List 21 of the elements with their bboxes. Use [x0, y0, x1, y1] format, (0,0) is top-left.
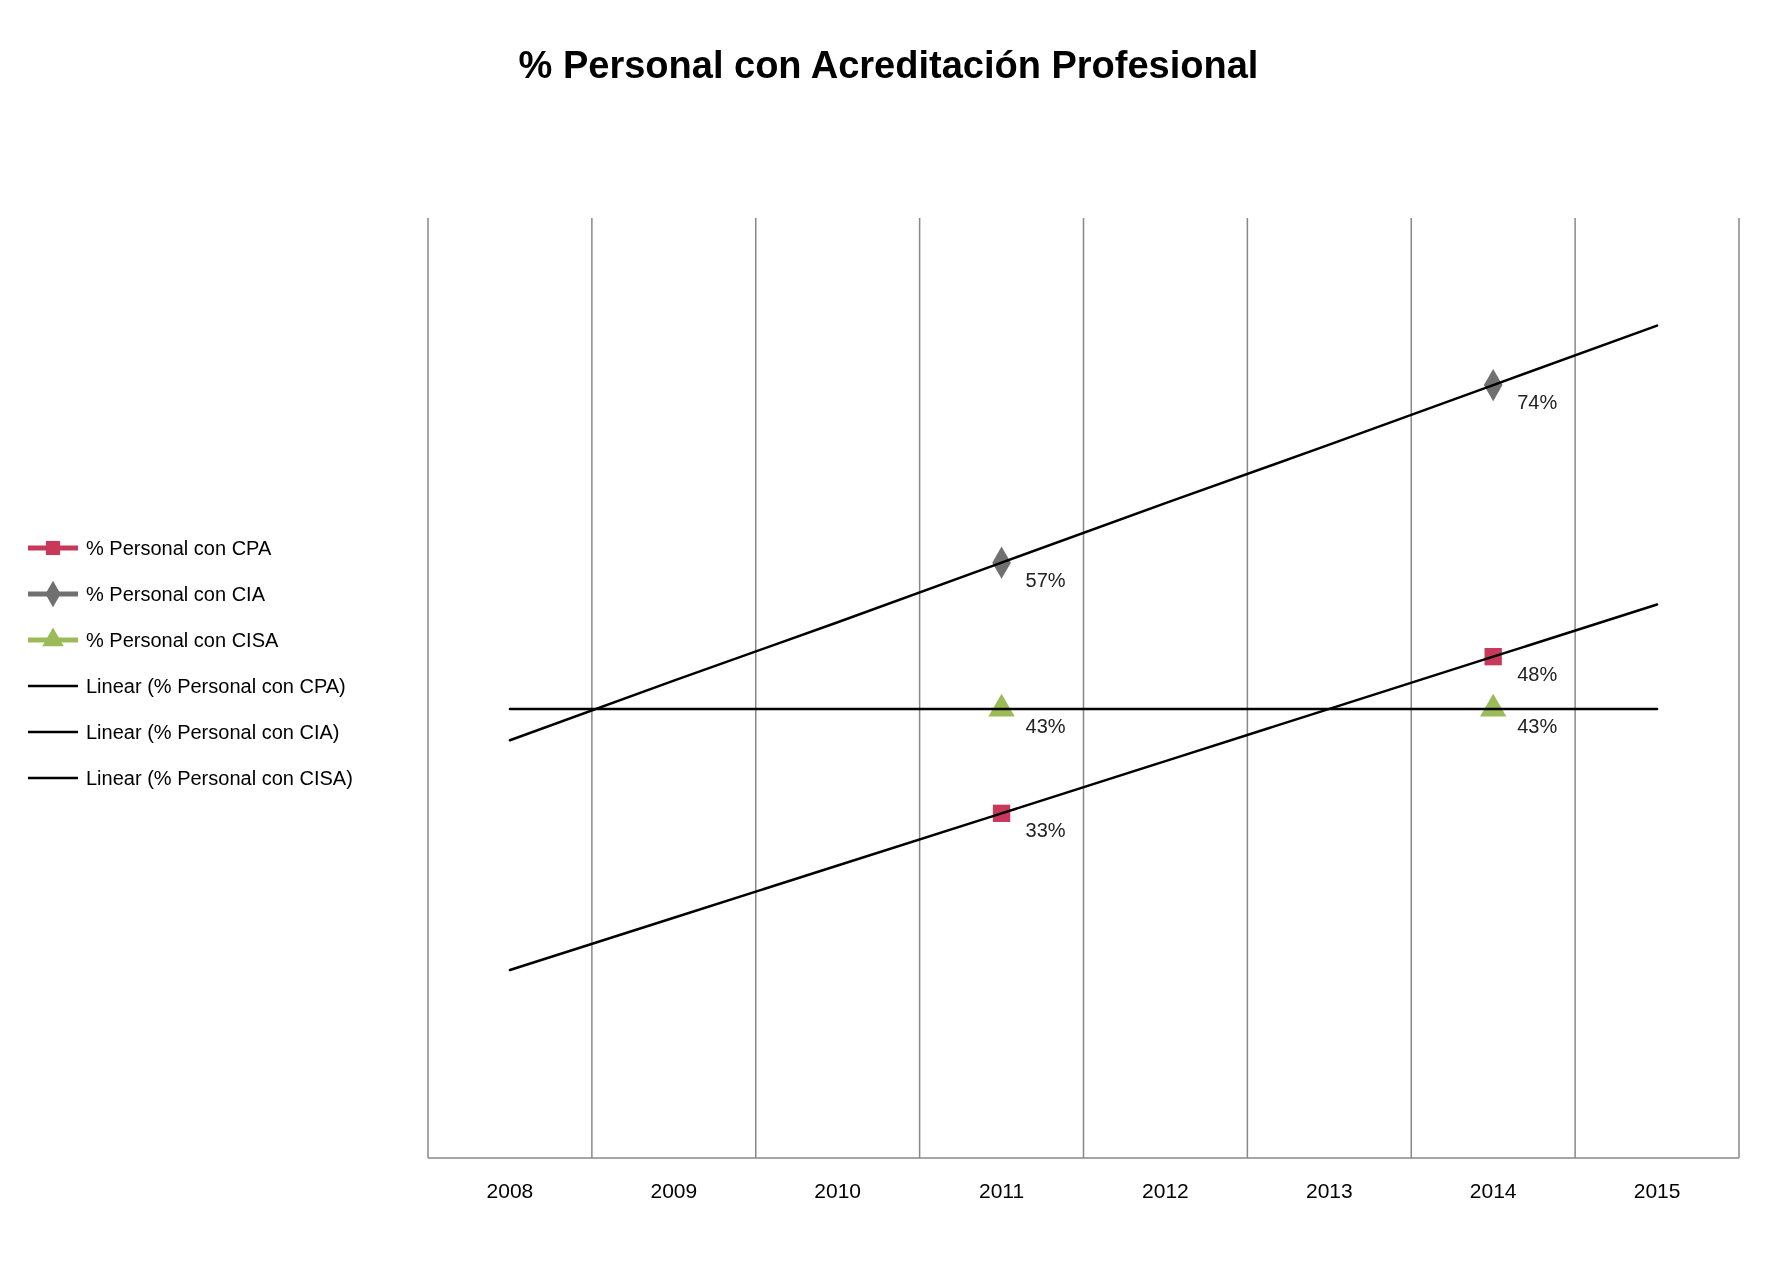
legend-label: % Personal con CIA: [86, 583, 266, 605]
x-tick-label: 2013: [1305, 1179, 1353, 1202]
legend-label: Linear (% Personal con CPA): [86, 675, 346, 697]
legend-label: % Personal con CISA: [86, 629, 279, 651]
legend-label: % Personal con CPA: [86, 537, 272, 559]
x-tick-label: 2011: [978, 1179, 1025, 1202]
data-label: 48%: [1517, 662, 1558, 685]
x-tick-label: 2014: [1469, 1179, 1517, 1202]
x-tick-label: 2010: [814, 1179, 862, 1202]
data-label: 74%: [1517, 391, 1558, 414]
data-label: 43%: [1025, 714, 1066, 737]
data-label: 43%: [1517, 714, 1558, 737]
legend-label: Linear (% Personal con CISA): [86, 767, 353, 789]
legend-label: Linear (% Personal con CIA): [86, 721, 340, 743]
data-label: 33%: [1025, 819, 1066, 842]
chart-title: % Personal con Acreditación Profesional: [518, 44, 1259, 86]
x-tick-label: 2008: [486, 1179, 534, 1202]
x-tick-label: 2012: [1142, 1179, 1189, 1202]
x-tick-label: 2015: [1633, 1179, 1681, 1202]
data-label: 57%: [1025, 568, 1066, 591]
x-tick-label: 2009: [650, 1179, 698, 1202]
